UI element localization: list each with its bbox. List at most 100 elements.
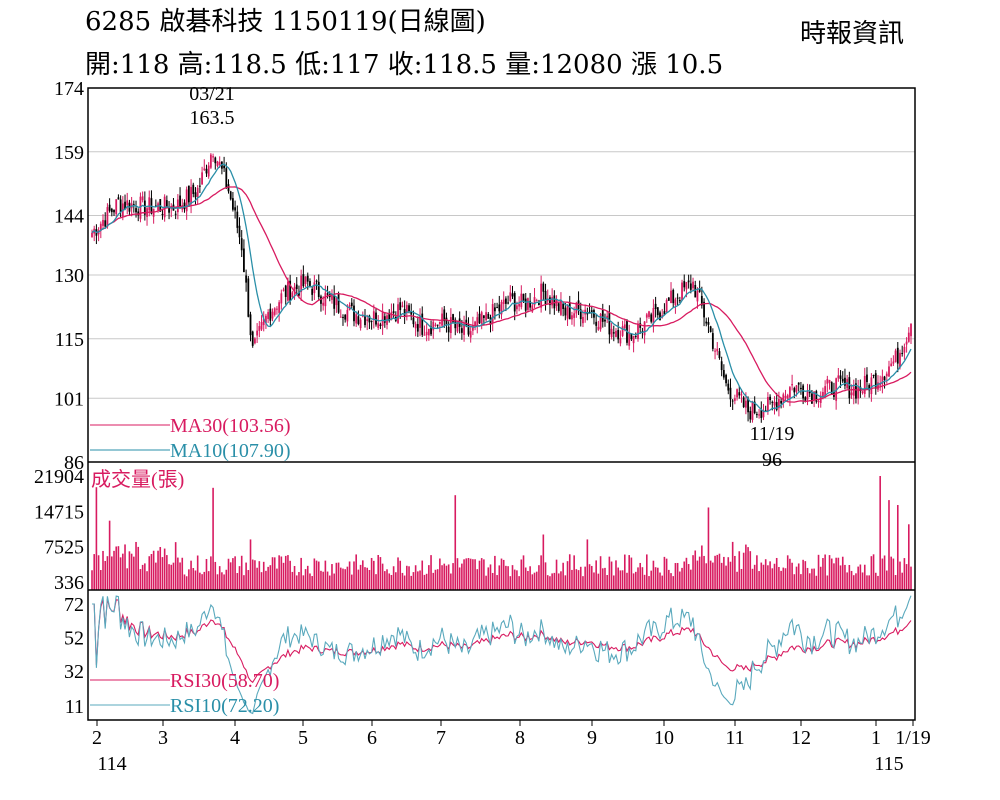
volume-panel: [91, 476, 912, 590]
ma30-line: [91, 186, 912, 403]
candle-body: [282, 289, 285, 291]
candle-body: [377, 323, 380, 328]
candle-body: [808, 391, 811, 394]
volume-bar: [245, 562, 247, 590]
volume-bar: [315, 560, 318, 590]
candle-body: [251, 331, 254, 346]
volume-bar: [582, 576, 584, 590]
volume-bar: [399, 560, 402, 590]
candle-body: [467, 324, 470, 335]
candle-body: [674, 299, 677, 306]
volume-bar: [128, 551, 131, 590]
candle-body: [174, 213, 177, 215]
quote-line: 開:118 高:118.5 低:117 收:118.5 量:12080 漲 10…: [85, 50, 724, 80]
volume-bar: [137, 546, 140, 590]
volume-bar: [815, 575, 818, 590]
candle-body: [848, 377, 851, 399]
volume-bar: [199, 572, 201, 590]
candle-body: [685, 282, 688, 290]
candle-body: [335, 297, 338, 306]
candle-body: [716, 348, 719, 352]
candle-body: [749, 411, 752, 420]
rsi-tick-label: 52: [64, 627, 84, 649]
candle-body: [267, 312, 270, 319]
volume-bar: [139, 569, 142, 590]
candle-body: [568, 302, 571, 320]
candle-body: [705, 321, 708, 324]
volume-bar: [833, 563, 835, 590]
candle-body: [617, 329, 620, 340]
candle-body: [229, 191, 232, 200]
candle-body: [361, 315, 364, 317]
candle-body: [289, 280, 292, 301]
volume-bar: [555, 559, 558, 590]
volume-bar: [881, 558, 884, 590]
candle-body: [238, 225, 241, 238]
volume-bar: [861, 572, 864, 590]
volume-bar: [489, 564, 492, 590]
month-label: 9: [587, 727, 597, 749]
rsi30-legend-label: RSI30(58.70): [170, 670, 279, 692]
volume-bar: [456, 558, 459, 590]
candle-body: [522, 293, 525, 302]
candle-body: [888, 366, 890, 377]
candle-body: [890, 363, 893, 367]
candle-body: [610, 328, 613, 338]
candle-body: [322, 302, 325, 306]
volume-bar: [247, 570, 250, 590]
volume-bar: [795, 566, 798, 590]
volume-bar: [104, 560, 107, 590]
candle-body: [619, 338, 622, 344]
volume-bar: [846, 572, 848, 590]
month-label: 5: [298, 727, 308, 749]
volume-bar: [751, 568, 754, 590]
candle-body: [445, 317, 448, 325]
candle-body: [643, 321, 646, 336]
candle-body: [885, 373, 888, 377]
candle-body: [291, 292, 294, 298]
candle-body: [240, 238, 243, 251]
volume-bar: [436, 569, 439, 590]
candle-body: [269, 308, 272, 321]
chart-title: 6285 啟碁科技 1150119(日線圖): [85, 7, 486, 37]
candle-body: [493, 307, 496, 312]
candle-body: [780, 400, 783, 404]
volume-bar: [467, 558, 470, 590]
volume-bar: [826, 575, 829, 590]
volume-bar: [771, 568, 774, 590]
candle-body: [518, 304, 521, 307]
volume-bar: [291, 571, 294, 590]
volume-bar: [910, 566, 912, 590]
year-label: 115: [874, 753, 903, 775]
candle-body: [403, 309, 406, 316]
candle-body: [632, 336, 635, 344]
volume-tick-label: 336: [54, 572, 84, 594]
volume-bar: [839, 565, 842, 590]
candle-body: [254, 338, 256, 344]
candle-body: [896, 347, 899, 364]
volume-bar: [309, 573, 311, 590]
volume-bar: [665, 558, 668, 590]
candle-body: [593, 310, 595, 318]
candle-body: [260, 321, 263, 330]
volume-bar: [852, 575, 855, 590]
volume-bar: [487, 567, 490, 590]
candle-body: [110, 208, 113, 213]
candle-body: [436, 324, 439, 326]
candle-body: [652, 308, 655, 324]
candle-body: [711, 333, 714, 349]
volume-bar: [773, 563, 776, 590]
volume-bar: [122, 553, 124, 590]
volume-bar: [560, 571, 562, 590]
candle-body: [443, 309, 446, 322]
volume-bar: [236, 573, 239, 590]
volume-bar: [190, 560, 192, 590]
volume-bar: [439, 558, 441, 590]
volume-bar: [397, 557, 399, 590]
candle-body: [247, 278, 250, 317]
volume-bar: [172, 562, 175, 590]
volume-bar: [141, 564, 144, 590]
candle-body: [333, 294, 336, 309]
volume-bar: [450, 573, 452, 590]
volume-bar: [786, 555, 789, 590]
